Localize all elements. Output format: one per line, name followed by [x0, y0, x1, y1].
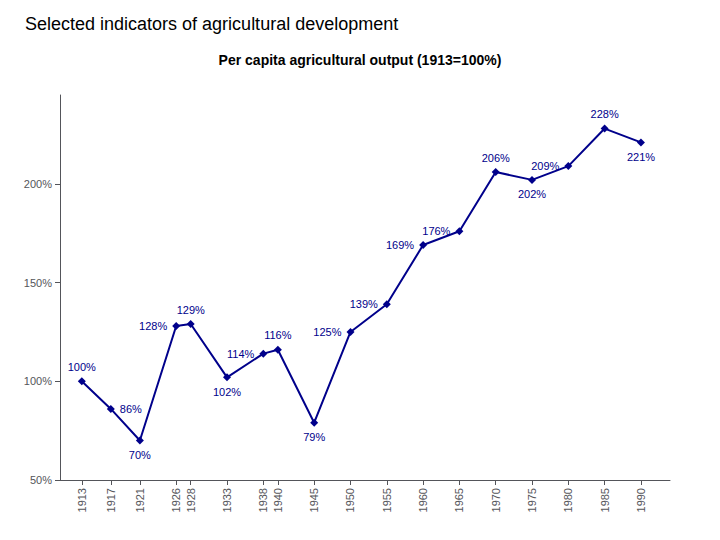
svg-text:150%: 150%	[24, 277, 52, 289]
svg-text:1950: 1950	[344, 488, 356, 512]
svg-text:1975: 1975	[526, 488, 538, 512]
svg-text:200%: 200%	[24, 178, 52, 190]
svg-text:114%: 114%	[227, 348, 255, 360]
svg-text:202%: 202%	[518, 188, 546, 200]
svg-text:Selected indicators of agricul: Selected indicators of agricultural deve…	[25, 14, 398, 34]
svg-text:1921: 1921	[134, 488, 146, 512]
svg-text:79%: 79%	[303, 431, 325, 443]
svg-text:1970: 1970	[490, 488, 502, 512]
svg-text:100%: 100%	[68, 361, 96, 373]
svg-text:1965: 1965	[453, 488, 465, 512]
svg-text:228%: 228%	[591, 108, 619, 120]
svg-text:86%: 86%	[120, 403, 142, 415]
svg-text:206%: 206%	[482, 152, 510, 164]
svg-text:Per capita agricultural output: Per capita agricultural output (1913=100…	[219, 52, 502, 68]
svg-text:1945: 1945	[308, 488, 320, 512]
svg-text:1933: 1933	[221, 488, 233, 512]
svg-text:125%: 125%	[313, 326, 341, 338]
svg-text:1960: 1960	[417, 488, 429, 512]
svg-text:169%: 169%	[386, 239, 414, 251]
svg-text:70%: 70%	[129, 449, 151, 461]
svg-text:102%: 102%	[213, 386, 241, 398]
svg-text:139%: 139%	[350, 298, 378, 310]
svg-text:1955: 1955	[381, 488, 393, 512]
svg-text:209%: 209%	[531, 160, 559, 172]
svg-text:1917: 1917	[105, 488, 117, 512]
svg-text:129%: 129%	[177, 304, 205, 316]
svg-text:50%: 50%	[30, 474, 52, 486]
svg-text:1913: 1913	[76, 488, 88, 512]
svg-text:221%: 221%	[627, 151, 655, 163]
svg-text:116%: 116%	[264, 329, 292, 341]
svg-text:1990: 1990	[635, 488, 647, 512]
svg-text:128%: 128%	[139, 320, 167, 332]
svg-text:1985: 1985	[599, 488, 611, 512]
svg-text:1980: 1980	[562, 488, 574, 512]
svg-text:100%: 100%	[24, 375, 52, 387]
svg-text:1938: 1938	[257, 488, 269, 512]
svg-text:1928: 1928	[185, 488, 197, 512]
svg-text:1926: 1926	[170, 488, 182, 512]
svg-text:1940: 1940	[272, 488, 284, 512]
svg-text:176%: 176%	[422, 225, 450, 237]
